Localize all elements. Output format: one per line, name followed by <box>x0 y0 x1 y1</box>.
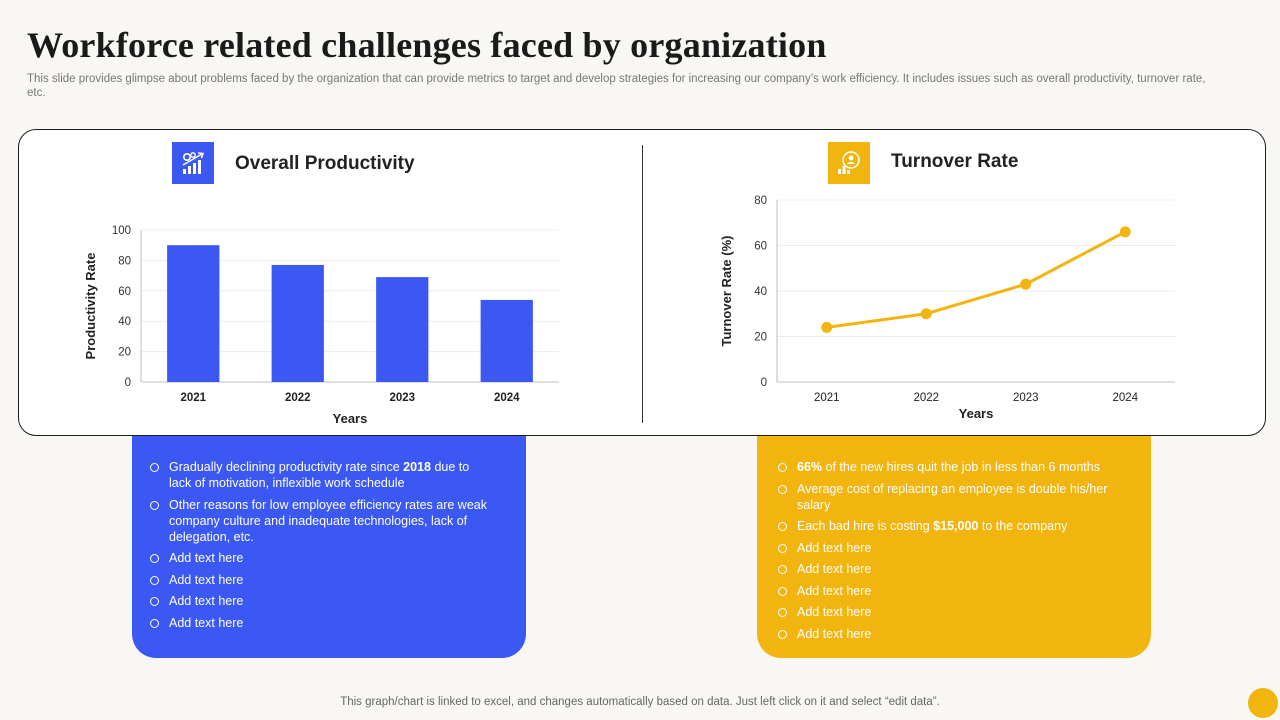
x-tick-label: 2021 <box>814 392 840 404</box>
x-tick-label: 2022 <box>913 392 939 404</box>
y-tick-label: 60 <box>754 241 767 253</box>
page-title: Workforce related challenges faced by or… <box>27 25 827 65</box>
point-2022 <box>920 308 932 320</box>
turnover-notes-panel: 66% of the new hires quit the job in les… <box>757 405 1151 658</box>
turnover-bullet: 66% of the new hires quit the job in les… <box>777 459 1117 475</box>
x-tick-label: 2024 <box>1112 392 1138 404</box>
y-tick-label: 40 <box>754 286 767 298</box>
decorative-dot <box>1248 688 1278 718</box>
productivity-bullet: Add text here <box>149 550 489 566</box>
y-tick-label: 0 <box>761 377 767 389</box>
productivity-bullet: Other reasons for low employee efficienc… <box>149 497 489 545</box>
x-tick-label: 2023 <box>389 392 415 404</box>
turnover-bullet: Add text here <box>777 604 1117 620</box>
productivity-bullet: Gradually declining productivity rate si… <box>149 459 489 491</box>
productivity-chart-title: Overall Productivity <box>235 153 415 174</box>
y-axis-title: Productivity Rate <box>83 253 98 360</box>
y-tick-label: 20 <box>754 332 767 344</box>
card-divider <box>642 145 643 423</box>
productivity-bullet: Add text here <box>149 572 489 588</box>
bar-2023 <box>376 277 429 382</box>
turnover-bullet: Add text here <box>777 626 1117 642</box>
footnote: This graph/chart is linked to excel, and… <box>340 696 940 708</box>
y-tick-label: 100 <box>112 225 131 237</box>
point-2021 <box>821 321 833 333</box>
y-tick-label: 20 <box>118 347 131 359</box>
productivity-bullet-list: Gradually declining productivity rate si… <box>149 459 489 636</box>
turnover-bullet: Add text here <box>777 561 1117 577</box>
charts-card: Overall Productivity Turnover Rate 0 20 40… <box>18 129 1266 436</box>
productivity-chart-icon <box>172 142 214 184</box>
bar-2022 <box>271 264 324 382</box>
series-line <box>826 230 1126 329</box>
x-tick-label: 2024 <box>494 392 520 404</box>
turnover-bullet: Add text here <box>777 540 1117 556</box>
y-tick-label: 80 <box>754 195 767 207</box>
y-tick-label: 0 <box>125 377 131 389</box>
bar-2021 <box>167 245 220 382</box>
y-axis-title: Turnover Rate (%) <box>719 236 734 347</box>
productivity-bullet: Add text here <box>149 593 489 609</box>
productivity-bullet: Add text here <box>149 615 489 631</box>
x-tick-label: 2021 <box>180 392 206 404</box>
turnover-bullet-list: 66% of the new hires quit the job in les… <box>777 459 1117 647</box>
x-axis-title: Years <box>333 411 368 426</box>
turnover-bullet: Each bad hire is costing $15,000 to the … <box>777 518 1117 534</box>
x-tick-label: 2023 <box>1013 392 1039 404</box>
y-tick-label: 80 <box>118 255 131 267</box>
bar-2024 <box>480 299 533 382</box>
charts-canvas: 0 20 40 60 80 100 2021 2022 2023 2024 Years Product… <box>83 195 1175 426</box>
productivity-notes-panel: Gradually declining productivity rate si… <box>132 405 526 658</box>
page-subtitle: This slide provides glimpse about proble… <box>27 73 1206 99</box>
y-tick-label: 60 <box>118 286 131 298</box>
point-2024 <box>1119 226 1131 238</box>
point-2023 <box>1020 278 1032 290</box>
employee-turnover-icon <box>828 142 870 184</box>
turnover-chart-title: Turnover Rate <box>891 151 1019 172</box>
turnover-bullet: Add text here <box>777 583 1117 599</box>
x-axis-title: Years <box>959 406 994 421</box>
y-tick-label: 40 <box>118 316 131 328</box>
turnover-bullet: Average cost of replacing an employee is… <box>777 481 1117 513</box>
x-tick-label: 2022 <box>285 392 311 404</box>
